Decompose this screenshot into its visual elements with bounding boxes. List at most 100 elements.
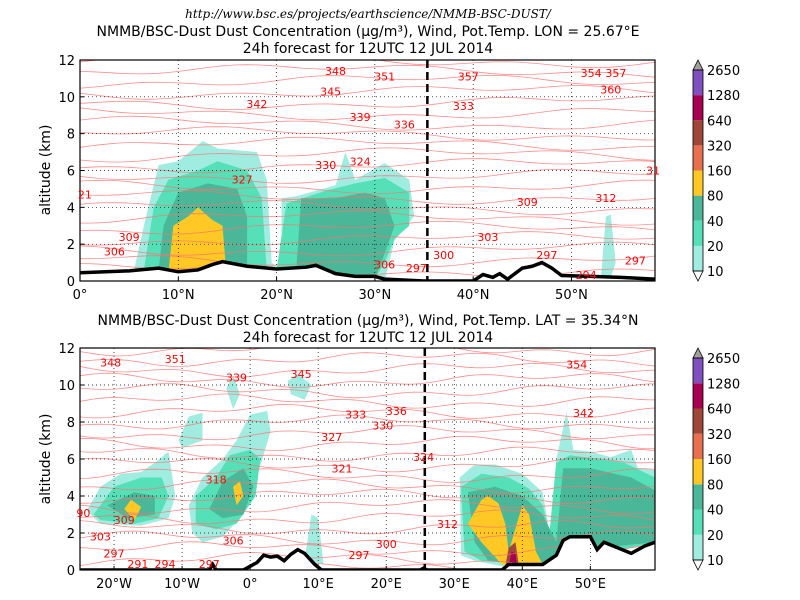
dust-region	[209, 468, 254, 519]
colorbar-band	[693, 408, 703, 434]
x-tick-label: 50°N	[555, 288, 588, 303]
x-tick-label: 40°N	[457, 288, 490, 303]
panel1-title: NMMB/BSC-Dust Dust Concentration (µg/m³)…	[97, 24, 640, 40]
x-tick-label: 20°W	[96, 577, 132, 592]
dust-region	[600, 214, 616, 278]
theta-contour	[80, 478, 655, 494]
theta-label: 306	[374, 258, 395, 271]
theta-label: 354	[566, 359, 587, 372]
theta-contour	[80, 126, 655, 141]
y-tick-label: 2	[67, 238, 75, 253]
dust-region	[287, 373, 312, 400]
theta-label: 291	[127, 558, 148, 571]
theta-label: 306	[104, 246, 125, 259]
theta-contour	[80, 60, 655, 69]
theta-label: 360	[600, 83, 621, 96]
theta-contour	[80, 352, 655, 367]
theta-label: 348	[100, 357, 121, 370]
colorbar-band	[693, 195, 703, 221]
y-tick-label: 4	[67, 490, 75, 505]
colorbar-band	[693, 95, 703, 121]
theta-label: 324	[413, 451, 434, 464]
theta-contour	[80, 158, 655, 174]
theta-contour	[80, 425, 655, 441]
colorbar-label: 2650	[707, 352, 740, 367]
theta-contour	[80, 457, 655, 473]
y-tick-label: 0	[67, 564, 75, 579]
colorbar-band	[693, 170, 703, 196]
theta-contour	[80, 468, 655, 483]
theta-label: 351	[374, 71, 395, 84]
theta-contour	[80, 499, 655, 515]
theta-contour	[80, 74, 655, 89]
theta-contour	[80, 115, 655, 131]
colorbar-label: 10	[707, 554, 724, 569]
panel1-plot: 0° 10°N 20°N 30°N 40°N 50°N 0 2 4 6 8 10 12 21 306 309 3…	[58, 54, 660, 303]
x-tick-label: 50°E	[575, 577, 606, 592]
theta-label: 303	[90, 531, 111, 544]
theta-contour	[80, 509, 655, 525]
y-tick-label: 10	[58, 379, 75, 394]
colorbar-under-triangle	[692, 559, 704, 571]
theta-contour	[80, 64, 655, 78]
theta-contour	[80, 488, 655, 504]
plot-area	[80, 348, 655, 570]
source-url: http://www.bsc.es/projects/earthscience/…	[185, 7, 553, 21]
colorbar-band	[693, 433, 703, 459]
terrain-fill	[80, 261, 655, 281]
theta-label: 294	[576, 269, 597, 282]
y-tick-label: 2	[67, 527, 75, 542]
colorbar-label: 20	[707, 529, 724, 544]
theta-contour	[80, 403, 655, 419]
dust-region	[178, 412, 203, 448]
theta-label: 318	[206, 473, 227, 486]
theta-label: 333	[345, 409, 366, 422]
colorbar-label: 40	[707, 215, 724, 230]
colorbar-band	[693, 245, 703, 271]
theta-label: 294	[155, 558, 176, 571]
theta-contour	[80, 348, 655, 357]
theta-contour	[80, 85, 655, 100]
theta-contour	[80, 241, 655, 257]
dust-region	[226, 375, 240, 410]
theta-contour	[80, 372, 655, 388]
y-tick-label: 0	[67, 275, 75, 290]
colorbar-label: 160	[707, 453, 732, 468]
theta-contour	[178, 562, 465, 570]
theta-label: 309	[517, 196, 538, 209]
y-tick-label: 6	[67, 165, 75, 180]
theta-label: 297	[406, 262, 427, 275]
terrain-line	[80, 534, 655, 570]
dust-region	[168, 207, 226, 272]
theta-contour	[80, 168, 655, 184]
theta-label: 339	[226, 372, 247, 385]
theta-label: 312	[595, 192, 616, 205]
colorbar-band	[693, 70, 703, 96]
panel1-ylabel: altitude (km)	[38, 125, 54, 216]
colorbar-label: 640	[707, 403, 732, 418]
x-tick-label: 40°E	[507, 577, 538, 592]
colorbar-label: 1280	[707, 377, 740, 392]
colorbar-band	[693, 459, 703, 485]
theta-label: 330	[315, 159, 336, 172]
theta-contour	[80, 393, 655, 409]
theta-label: 354	[581, 67, 602, 80]
theta-contour	[80, 255, 655, 268]
y-tick-label: 6	[67, 453, 75, 468]
theta-contour	[80, 95, 655, 110]
theta-label: 357	[605, 67, 626, 80]
theta-label: 342	[573, 407, 594, 420]
theta-contour	[80, 520, 655, 535]
theta-contour	[80, 147, 655, 163]
theta-label: 297	[104, 547, 125, 560]
theta-label: 336	[386, 405, 407, 418]
colorbar-label: 80	[707, 478, 724, 493]
colorbar-band	[693, 120, 703, 146]
theta-label: 297	[348, 549, 369, 562]
dust-region	[233, 481, 244, 506]
x-tick-label: 0°	[243, 577, 258, 592]
colorbar-2: 10 20 40 80 160 320 640 1280 2650	[692, 347, 740, 571]
theta-label: 297	[199, 558, 220, 571]
dust-region	[296, 192, 395, 280]
x-tick-label: 0°	[73, 288, 88, 303]
